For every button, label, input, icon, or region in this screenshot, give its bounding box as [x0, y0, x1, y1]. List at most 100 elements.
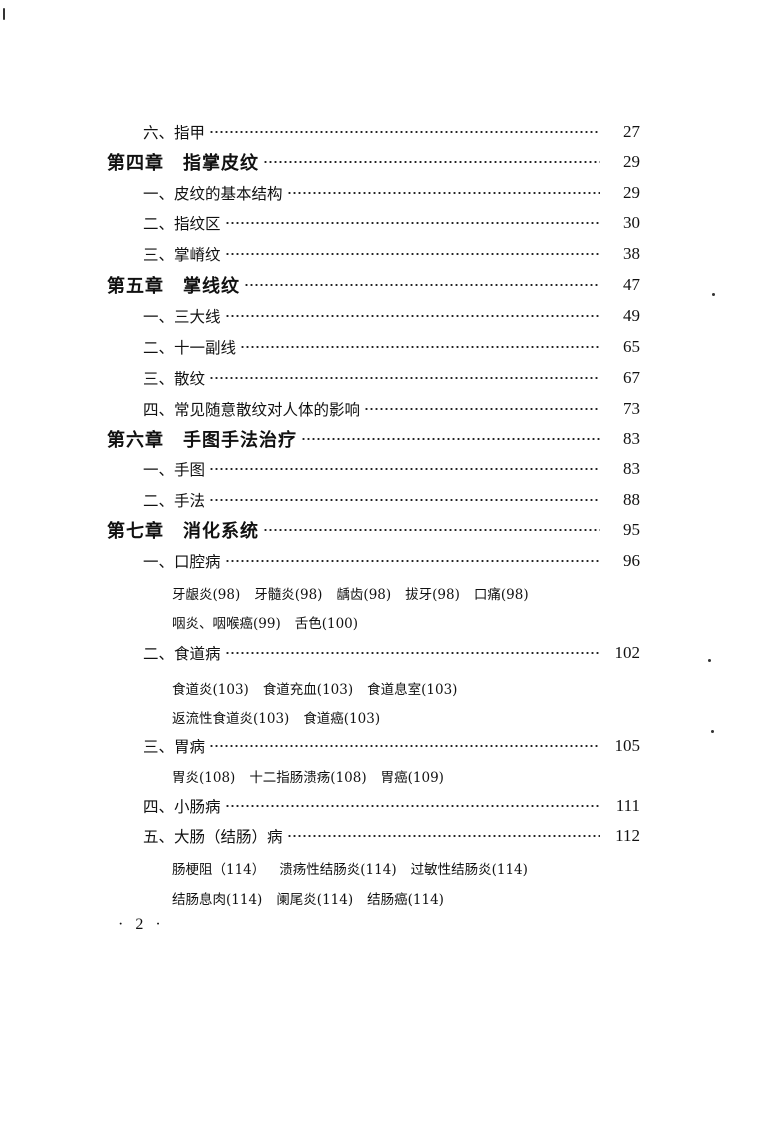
- dot-leader: [224, 805, 600, 807]
- toc-subitems: 牙龈炎(98) 牙髓炎(98) 龋齿(98) 拔牙(98) 口痛(98): [172, 581, 632, 605]
- toc-section: 二、手法 88: [143, 488, 640, 512]
- toc-title: 一、口腔病: [143, 553, 221, 571]
- toc-section: 一、皮纹的基本结构 29: [143, 181, 640, 205]
- toc-subitem: 返流性食道炎(103): [172, 711, 290, 727]
- toc-title: 第五章 掌线纹: [107, 276, 240, 297]
- toc-page-number: 83: [623, 459, 640, 478]
- toc-page-number: 96: [623, 551, 640, 570]
- toc-subitem: 食道息室(103): [367, 682, 458, 698]
- toc-subitem: 咽炎、咽喉癌(99): [172, 616, 281, 632]
- toc-page-number: 105: [614, 736, 641, 755]
- dot-leader: [209, 468, 600, 470]
- toc-title: 三、胃病: [143, 738, 206, 756]
- scan-speck: [711, 730, 714, 733]
- toc-subitems: 胃炎(108) 十二指肠溃疡(108) 胃癌(109): [172, 764, 632, 788]
- toc-subitem: 溃疡性结肠炎(114): [279, 862, 397, 878]
- toc-subitem: 胃癌(109): [380, 770, 444, 786]
- dot-leader: [244, 284, 600, 286]
- toc-subitem: 舌色(100): [294, 616, 359, 632]
- toc-subitems: 咽炎、咽喉癌(99) 舌色(100): [172, 610, 632, 634]
- toc-page-number: 65: [623, 337, 640, 356]
- toc-section: 三、散纹 67: [143, 366, 640, 390]
- toc-section: 六、指甲 27: [143, 120, 640, 144]
- toc-title: 五、大肠（结肠）病: [143, 828, 283, 846]
- scan-speck: [708, 659, 711, 662]
- toc-section: 三、掌嵴纹 38: [143, 242, 640, 266]
- dot-leader: [209, 377, 600, 379]
- toc-page-number: 83: [623, 429, 640, 448]
- toc-title: 四、小肠病: [143, 798, 221, 816]
- toc-page-number: 47: [623, 275, 640, 294]
- toc-page-number: 49: [623, 306, 640, 325]
- toc-page-number: 88: [623, 490, 640, 509]
- scan-speck: [712, 293, 715, 296]
- dot-leader: [364, 408, 600, 410]
- toc-title: 第四章 指掌皮纹: [107, 153, 259, 174]
- dot-leader: [301, 438, 600, 440]
- toc-section: 一、手图 83: [143, 457, 640, 481]
- dot-leader: [209, 131, 600, 133]
- dot-leader: [263, 529, 600, 531]
- toc-chapter: 第五章 掌线纹 47: [107, 273, 640, 297]
- toc-page-number: 111: [615, 796, 640, 815]
- toc-title: 四、常见随意散纹对人体的影响: [143, 401, 361, 419]
- dot-leader: [224, 652, 600, 654]
- toc-section: 二、指纹区 30: [143, 211, 640, 235]
- page-number: · 2 ·: [118, 916, 165, 933]
- dot-leader: [263, 161, 600, 163]
- dot-leader: [286, 192, 600, 194]
- toc-title: 二、指纹区: [143, 215, 221, 233]
- toc-page-number: 102: [614, 643, 641, 662]
- toc-subitem: 十二指肠溃疡(108): [249, 770, 367, 786]
- toc-subitem: 拔牙(98): [405, 587, 460, 603]
- toc-title: 第六章 手图手法治疗: [107, 430, 297, 451]
- toc-subitem: 牙龈炎(98): [172, 587, 241, 603]
- scan-speck: [3, 8, 5, 20]
- toc-subitems: 返流性食道炎(103) 食道癌(103): [172, 705, 632, 729]
- toc-title: 三、掌嵴纹: [143, 246, 221, 264]
- toc-subitem: 龋齿(98): [336, 587, 392, 603]
- toc-subitem: 阑尾炎(114): [276, 892, 354, 908]
- toc-section: 二、十一副线 65: [143, 335, 640, 359]
- dot-leader: [286, 835, 600, 837]
- dot-leader: [224, 560, 600, 562]
- toc-title: 一、皮纹的基本结构: [143, 185, 283, 203]
- toc-title: 一、三大线: [143, 308, 221, 326]
- toc-subitems: 结肠息肉(114) 阑尾炎(114) 结肠癌(114): [172, 886, 632, 910]
- dot-leader: [209, 745, 600, 747]
- dot-leader: [224, 315, 600, 317]
- toc-subitems: 食道炎(103) 食道充血(103) 食道息室(103): [172, 676, 632, 700]
- toc-page-number: 67: [623, 368, 640, 387]
- toc-page-number: 112: [615, 826, 640, 845]
- toc-subitem: 结肠癌(114): [367, 892, 444, 908]
- toc-chapter: 第四章 指掌皮纹 29: [107, 150, 640, 174]
- toc-title: 二、十一副线: [143, 339, 237, 357]
- toc-chapter: 第七章 消化系统 95: [107, 518, 640, 542]
- toc-page-number: 27: [623, 122, 640, 141]
- toc-page-number: 29: [623, 183, 640, 202]
- toc-subitem: 食道炎(103): [172, 682, 249, 698]
- toc-section: 四、常见随意散纹对人体的影响 73: [143, 397, 640, 421]
- toc-page-number: 95: [623, 520, 640, 539]
- toc-section: 三、胃病 105: [143, 734, 640, 758]
- toc-title: 六、指甲: [143, 124, 206, 142]
- toc-title: 二、手法: [143, 492, 206, 510]
- toc-subitem: 食道充血(103): [262, 682, 354, 698]
- toc-section: 四、小肠病 111: [143, 794, 640, 818]
- dot-leader: [240, 346, 600, 348]
- toc-subitem: 过敏性结肠炎(114): [410, 862, 528, 878]
- toc-title: 二、食道病: [143, 645, 221, 663]
- toc-section: 二、食道病 102: [143, 641, 640, 665]
- toc-section: 一、口腔病 96: [143, 549, 640, 573]
- toc-title: 三、散纹: [143, 370, 206, 388]
- toc-chapter: 第六章 手图手法治疗 83: [107, 427, 640, 451]
- toc-title: 第七章 消化系统: [107, 521, 259, 542]
- toc-title: 一、手图: [143, 461, 206, 479]
- toc-subitem: 结肠息肉(114): [172, 892, 263, 908]
- toc-subitem: 肠梗阻（114）: [172, 862, 266, 878]
- toc-subitem: 牙髓炎(98): [254, 587, 323, 603]
- toc-subitem: 胃炎(108): [172, 770, 236, 786]
- dot-leader: [224, 222, 600, 224]
- toc-subitem: 口痛(98): [473, 587, 529, 603]
- toc-page-number: 29: [623, 152, 640, 171]
